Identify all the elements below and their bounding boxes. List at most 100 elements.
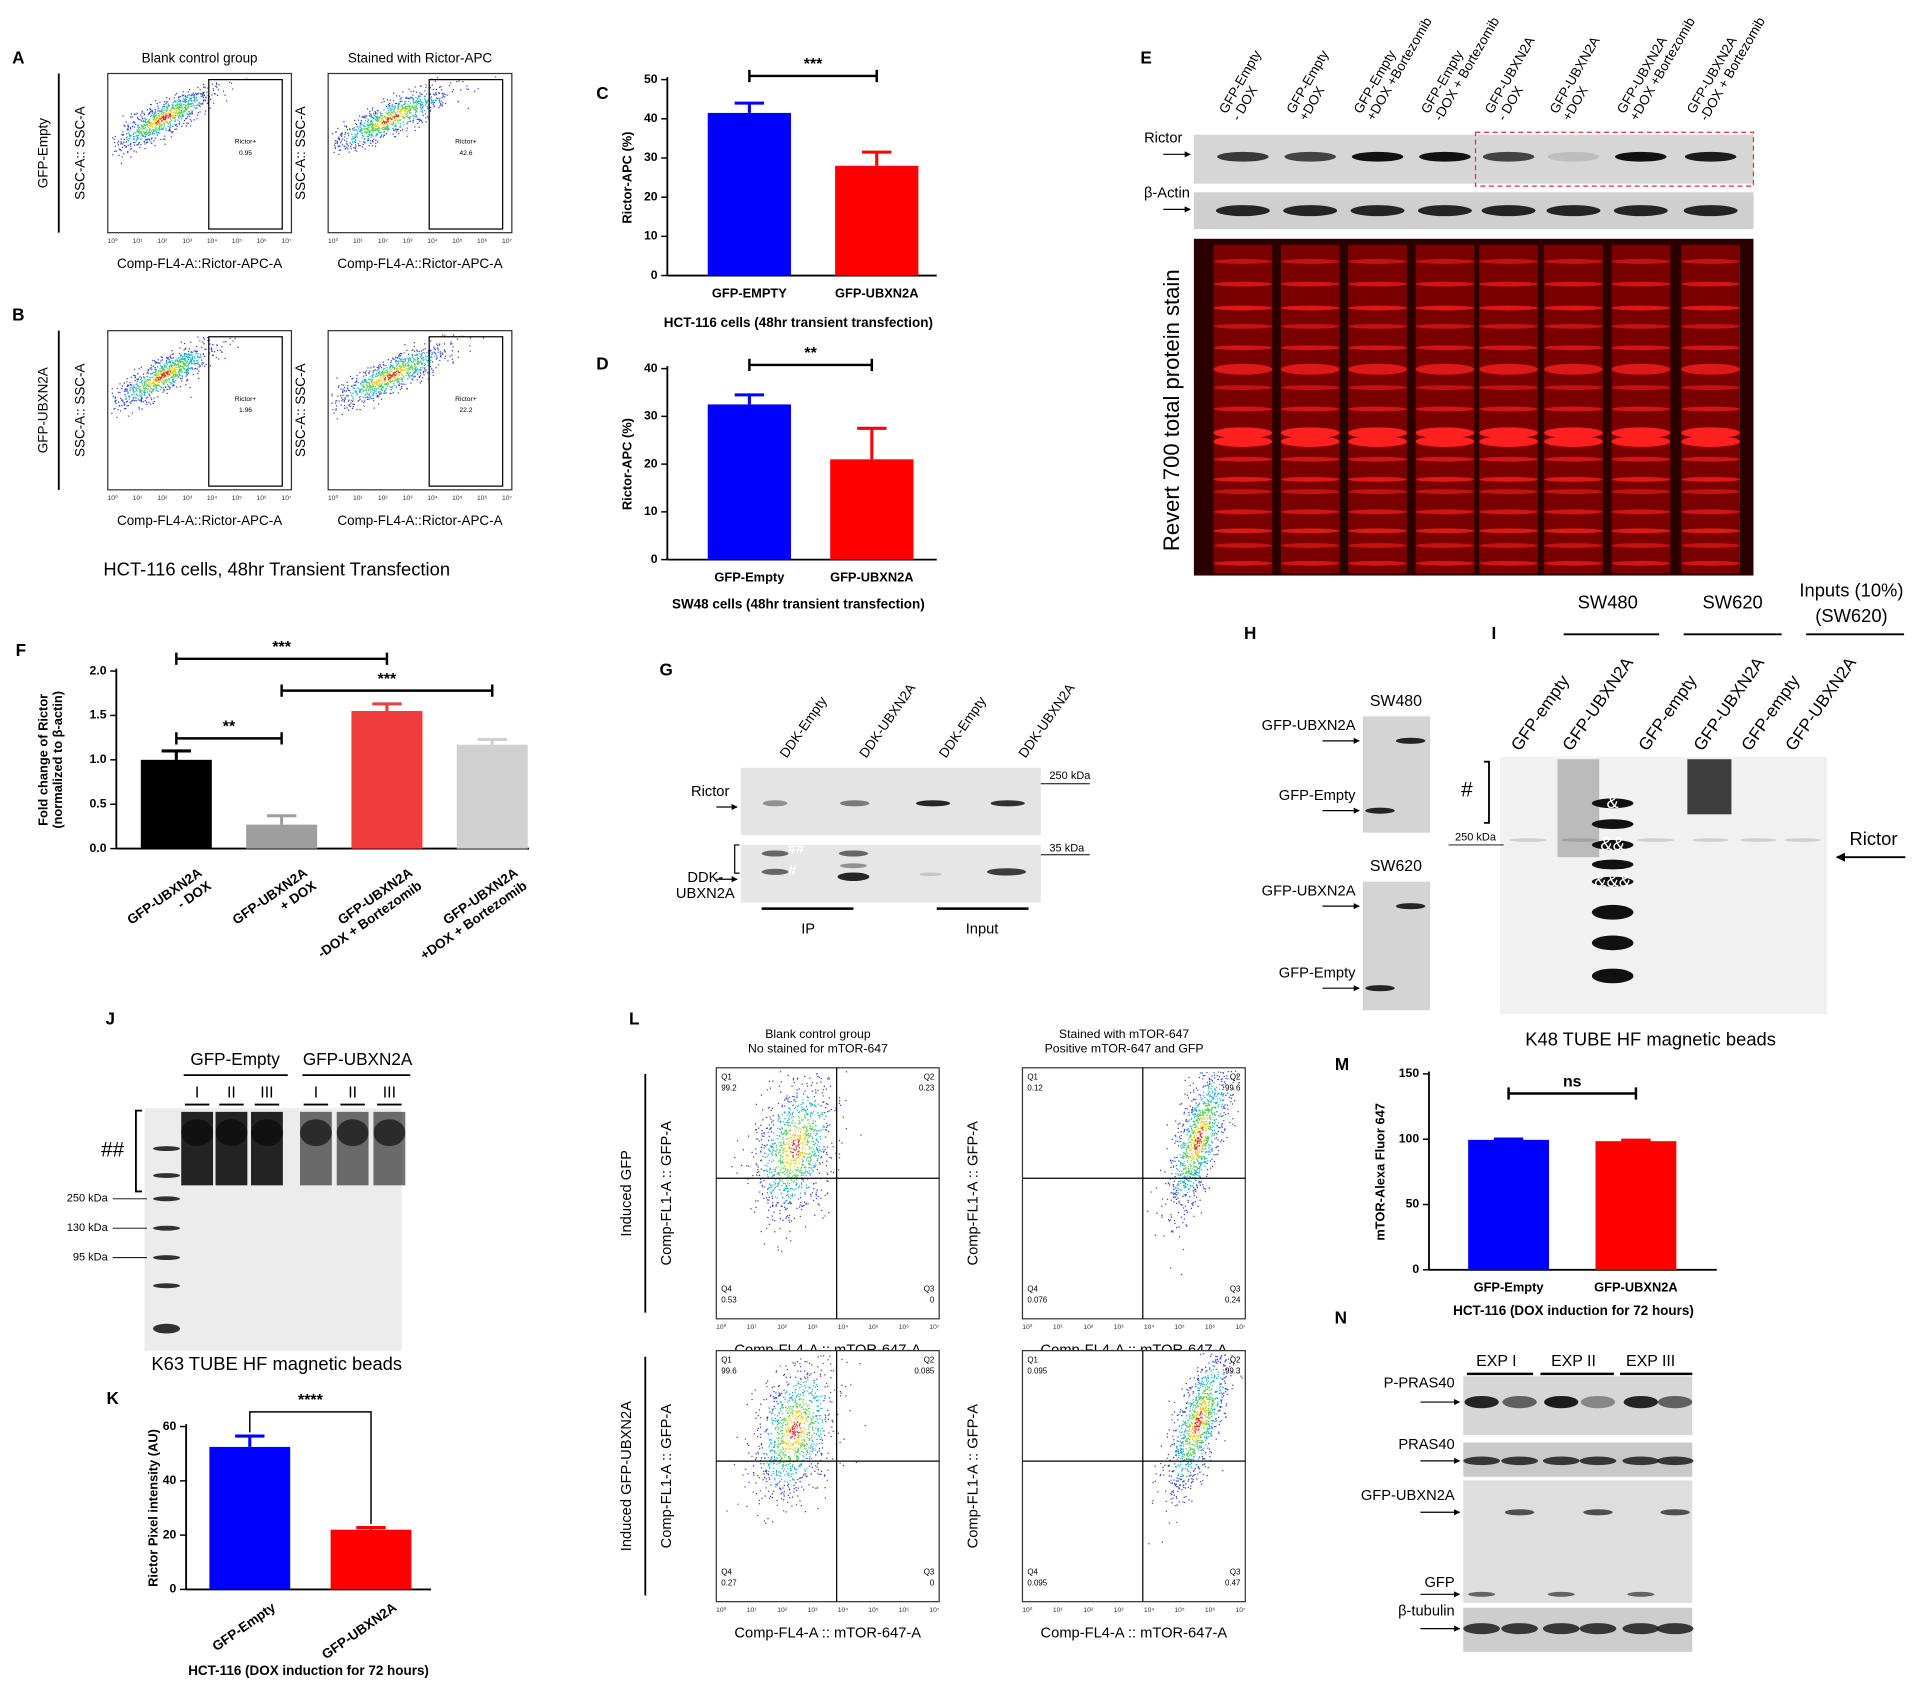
cytometry-events <box>137 360 190 393</box>
blot-title: SW620 <box>1370 858 1422 875</box>
x-axis-label: Comp-FL4-A :: mTOR-647-A <box>1041 1625 1228 1641</box>
gate-value: 1.96 <box>239 407 252 414</box>
blot <box>1463 1480 1693 1603</box>
band <box>1415 528 1475 534</box>
blot <box>1362 881 1431 1011</box>
group-label: Input <box>966 921 999 937</box>
band <box>1544 435 1603 447</box>
quadrant-value: 0.076 <box>1027 1296 1047 1305</box>
blot <box>1362 716 1431 833</box>
x-tick-label: GFP-Empty <box>714 569 785 584</box>
replicate-label: I <box>195 1085 199 1102</box>
significance-bracket <box>748 358 874 372</box>
band <box>1213 560 1273 566</box>
band <box>1415 427 1475 439</box>
quadrant-value: 0.53 <box>721 1296 737 1305</box>
log-tick-label: 10¹ <box>747 1324 757 1331</box>
band <box>1547 151 1600 162</box>
log-tick-label: 10⁴ <box>207 495 217 502</box>
gate <box>208 336 283 487</box>
bracket <box>1484 760 1490 824</box>
band <box>1217 151 1269 162</box>
band <box>1415 456 1475 462</box>
band <box>1415 489 1475 495</box>
y-tick-label: 30 <box>644 150 658 164</box>
log-tick-label: 10² <box>378 238 388 245</box>
log-tick-label: 10⁷ <box>282 495 292 502</box>
replicate-label: III <box>260 1085 273 1102</box>
band <box>1580 1395 1616 1409</box>
log-tick-label: 10⁶ <box>477 495 487 502</box>
log-tick-label: 10¹ <box>747 1607 757 1614</box>
band <box>1542 1623 1580 1635</box>
y-axis-label: Rictor Pixel intensity (AU) <box>146 1429 161 1587</box>
band <box>1479 281 1538 287</box>
band <box>1681 528 1740 534</box>
band <box>1544 489 1603 495</box>
band <box>762 800 788 807</box>
band <box>1463 1623 1500 1635</box>
band <box>1561 838 1598 842</box>
band <box>1656 1456 1694 1466</box>
group-label: IP <box>801 921 815 937</box>
significance-label: *** <box>804 56 823 73</box>
band <box>1479 560 1538 566</box>
band-label: GFP-UBXN2A <box>1262 883 1356 899</box>
marker-label: 95 kDa <box>73 1251 109 1263</box>
band-label: GFP-Empty <box>1279 965 1356 981</box>
band <box>1280 363 1340 375</box>
quadrant-value: 0.24 <box>1225 1296 1241 1305</box>
band <box>1579 1456 1617 1466</box>
band <box>1591 819 1634 830</box>
log-tick-label: 10⁴ <box>1144 1324 1154 1331</box>
band <box>1280 560 1340 566</box>
band <box>336 1119 369 1147</box>
log-tick-label: 10⁷ <box>502 238 512 245</box>
group-label: GFP-Empty <box>190 1049 280 1069</box>
y-axis-label: SSC-A:: SSC-A <box>293 363 308 456</box>
quadrant-value: 0.47 <box>1225 1578 1241 1587</box>
column-title: Blank control group <box>765 1027 871 1041</box>
band <box>1681 427 1740 439</box>
log-tick-label: 10⁵ <box>1174 1324 1184 1331</box>
plot-frame <box>715 1350 940 1603</box>
significance-label: ** <box>804 345 817 362</box>
x-axis-label: HCT-116 (DOX induction for 72 hours) <box>1453 1303 1694 1318</box>
group-label: SW620 <box>1703 592 1763 613</box>
cytometry-events <box>764 1095 826 1202</box>
highlight-box <box>1474 131 1755 187</box>
group-label: SW480 <box>1578 592 1638 613</box>
group-label: GFP-UBXN2A <box>303 1049 413 1069</box>
band <box>1681 363 1740 375</box>
band <box>1479 427 1538 439</box>
band <box>1479 489 1538 495</box>
y-axis-label-group: Rictor-APC (%) <box>620 132 635 224</box>
smear-tag: ## <box>101 1139 125 1162</box>
log-tick-label: 10³ <box>1114 1607 1124 1614</box>
band <box>1213 281 1273 287</box>
y-tick-label: 20 <box>644 189 658 203</box>
bar <box>835 165 919 276</box>
experiment-label: EXP I <box>1476 1353 1516 1370</box>
y-axis-label-group: mTOR-Alexa Fluor 647 <box>1373 1103 1388 1241</box>
band <box>1622 1623 1660 1635</box>
band <box>1213 543 1273 548</box>
band <box>1280 323 1340 329</box>
band <box>1280 427 1340 439</box>
gate-value: 22.2 <box>459 407 472 414</box>
band <box>1479 435 1538 447</box>
band <box>1681 509 1740 515</box>
cytometry-events <box>381 114 400 125</box>
band <box>300 1119 332 1147</box>
log-tick-label: 10⁷ <box>502 495 512 502</box>
significance-bracket <box>249 1411 372 1524</box>
band <box>1468 1591 1496 1597</box>
band <box>1681 543 1740 548</box>
band <box>1591 935 1634 951</box>
log-tick-label: 10¹ <box>353 495 363 502</box>
y-axis-label: Comp-FL1-A :: GFP-A <box>659 1404 675 1549</box>
band <box>1611 345 1671 351</box>
panel-letter: I <box>1491 623 1496 643</box>
gate-label: Rictor+ <box>235 139 257 146</box>
